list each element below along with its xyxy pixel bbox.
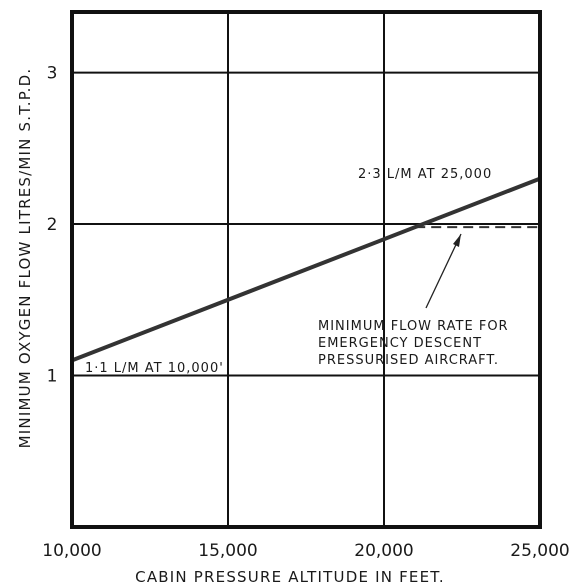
annotation-10000: 1·1 L/M AT 10,000' xyxy=(85,361,224,376)
x-tick-label: 25,000 xyxy=(510,541,569,561)
annotation-min-flow-line-3: PRESSURISED AIRCRAFT. xyxy=(318,353,499,368)
y-axis-title: MINIMUM OXYGEN FLOW LITRES/MIN S.T.P.D. xyxy=(16,68,34,449)
annotation-pointer-arrow xyxy=(425,233,462,309)
annotation-25000: 2·3 L/M AT 25,000 xyxy=(358,167,492,182)
annotation-min-flow-line-1: MINIMUM FLOW RATE FOR xyxy=(318,319,509,334)
y-tick-label: 2 xyxy=(47,215,58,235)
plot-frame xyxy=(70,10,542,529)
y-tick-label: 1 xyxy=(47,367,58,387)
x-tick-label: 20,000 xyxy=(354,541,413,561)
y-tick-label: 3 xyxy=(47,64,58,84)
annotation-min-flow-line-2: EMERGENCY DESCENT xyxy=(318,336,482,351)
series-group xyxy=(71,176,541,363)
grid-lines xyxy=(72,12,540,527)
series-line-solid xyxy=(71,176,541,363)
tick-labels: 10,000 15,000 20,000 25,000 1 2 3 xyxy=(42,64,569,561)
arrow-head xyxy=(453,234,461,247)
x-tick-label: 10,000 xyxy=(42,541,101,561)
x-axis-title: CABIN PRESSURE ALTITUDE IN FEET. xyxy=(135,568,445,586)
x-tick-label: 15,000 xyxy=(198,541,257,561)
